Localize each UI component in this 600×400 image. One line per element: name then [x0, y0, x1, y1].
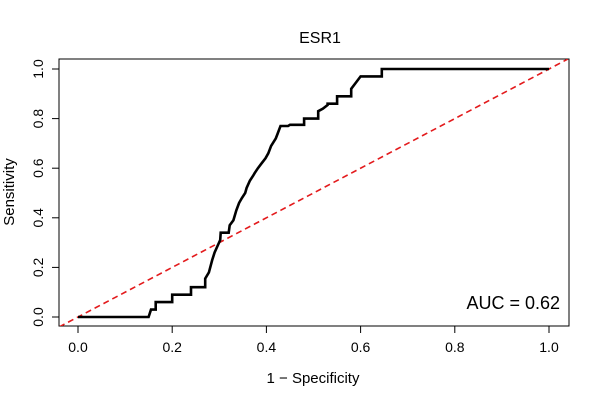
auc-annotation: AUC = 0.62: [466, 293, 560, 313]
y-tick-label: 1.0: [30, 59, 46, 79]
y-tick-label: 0.4: [30, 208, 46, 228]
x-tick-label: 0.6: [351, 339, 371, 355]
y-tick-label: 0.0: [30, 307, 46, 327]
reference-diagonal-line: [59, 59, 569, 326]
x-tick-label: 0.4: [257, 339, 277, 355]
plot-area: [59, 59, 569, 326]
plot-frame: [58, 58, 570, 327]
x-tick-label: 0.0: [68, 339, 88, 355]
x-tick-label: 0.2: [162, 339, 182, 355]
y-tick-label: 0.2: [30, 257, 46, 277]
y-tick-label: 0.8: [30, 109, 46, 129]
y-tick-label: 0.6: [30, 158, 46, 178]
y-axis: 0.0 0.2 0.4 0.6 0.8 1.0: [30, 59, 60, 327]
y-axis-title: Sensitivity: [1, 158, 18, 226]
x-axis: 0.0 0.2 0.4 0.6 0.8 1.0: [68, 325, 559, 355]
chart-title: ESR1: [299, 30, 341, 47]
series-layer: [59, 59, 569, 326]
roc-curve-line: [78, 67, 549, 319]
x-tick-label: 0.8: [445, 339, 465, 355]
x-axis-title: 1 − Specificity: [267, 370, 360, 387]
x-tick-label: 1.0: [539, 339, 559, 355]
